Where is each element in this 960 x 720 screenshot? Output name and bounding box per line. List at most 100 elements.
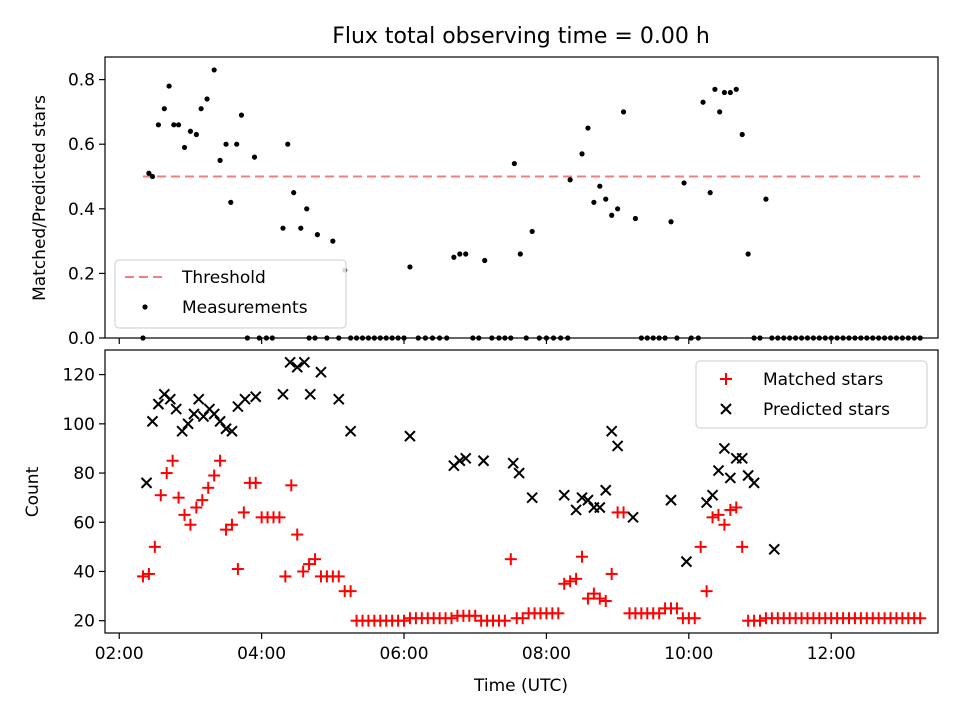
top-y-tick-label: 0.2 xyxy=(68,264,95,284)
matched-star-point xyxy=(570,572,583,585)
predicted-star-point xyxy=(526,491,538,504)
measurement-point xyxy=(668,219,674,225)
measurement-point xyxy=(175,122,182,128)
top-legend-measurements-swatch xyxy=(142,304,148,310)
x-tick-label: 06:00 xyxy=(380,644,429,664)
predicted-star-point xyxy=(712,464,725,477)
top-axes-frame xyxy=(104,56,939,339)
measurement-point xyxy=(330,238,336,244)
matched-star-point xyxy=(718,518,731,531)
top-y-tick-label: 0.0 xyxy=(68,329,95,349)
predicted-star-point xyxy=(576,491,588,504)
predicted-star-point xyxy=(152,398,165,410)
measurement-point xyxy=(739,131,745,138)
top-legend-measurements-label: Measurements xyxy=(182,298,308,318)
predicted-star-point xyxy=(404,430,416,442)
measurement-point xyxy=(211,67,217,73)
x-tick-label: 04:00 xyxy=(237,644,286,664)
predicted-star-point xyxy=(214,415,226,428)
measurement-point xyxy=(451,254,457,260)
predicted-stars-points xyxy=(140,356,780,568)
measurement-point xyxy=(193,131,199,138)
matched-star-point xyxy=(344,585,357,598)
predicted-star-point xyxy=(748,477,760,489)
measurement-point xyxy=(223,141,229,147)
measurement-point xyxy=(234,141,240,147)
bottom-panel: 20 40 60 80 100 120 02:00 04:00 06:00 08:00 10:00… xyxy=(23,349,939,696)
measurement-points xyxy=(140,67,923,341)
top-legend: Threshold Measurements xyxy=(114,259,347,329)
measurement-point xyxy=(149,173,156,180)
predicted-star-point xyxy=(736,452,748,464)
measurement-point xyxy=(198,106,204,112)
measurement-point xyxy=(597,183,603,189)
predicted-star-point xyxy=(611,440,624,452)
bottom-legend-matched-swatch xyxy=(720,373,732,385)
predicted-star-point xyxy=(718,442,731,455)
bottom-y-tick-label: 20 xyxy=(73,612,95,632)
predicted-star-point xyxy=(277,388,289,401)
matched-star-point xyxy=(332,570,345,583)
matched-star-point xyxy=(279,570,292,583)
predicted-star-point xyxy=(197,410,210,423)
predicted-star-point xyxy=(176,425,188,437)
predicted-star-point xyxy=(680,555,693,568)
bottom-x-ticks: 02:00 04:00 06:00 08:00 10:00 12:00 xyxy=(95,633,856,664)
measurement-point xyxy=(228,199,234,205)
matched-star-point xyxy=(273,511,286,524)
matched-star-point xyxy=(249,476,262,489)
matched-star-point xyxy=(398,614,411,627)
predicted-star-point xyxy=(344,425,357,437)
measurement-point xyxy=(187,128,194,134)
bottom-axes-frame xyxy=(104,349,939,634)
matched-star-point xyxy=(285,479,298,492)
measurement-point xyxy=(204,96,210,102)
matched-star-point xyxy=(593,592,606,605)
matched-star-point xyxy=(498,614,511,627)
top-y-ticks: 0.0 0.2 0.4 0.6 0.8 xyxy=(68,71,105,349)
matched-star-point xyxy=(202,481,215,494)
matched-star-point xyxy=(154,489,167,502)
measurement-point xyxy=(721,89,728,96)
predicted-star-point xyxy=(477,455,490,467)
matched-star-point xyxy=(504,553,517,566)
top-legend-threshold-label: Threshold xyxy=(181,268,266,288)
matched-star-point xyxy=(670,602,683,615)
bottom-y-tick-label: 120 xyxy=(63,366,95,386)
top-y-tick-label: 0.4 xyxy=(68,200,95,220)
measurement-point xyxy=(615,206,621,212)
measurement-point xyxy=(181,144,188,151)
measurement-point xyxy=(217,157,223,163)
predicted-star-point xyxy=(226,425,238,437)
measurement-point xyxy=(609,212,615,218)
predicted-star-point xyxy=(454,455,466,467)
top-legend-box xyxy=(114,259,347,329)
measurement-point xyxy=(733,86,739,92)
matched-star-point xyxy=(706,511,719,524)
predicted-star-point xyxy=(513,467,525,479)
measurement-point xyxy=(727,89,733,96)
measurement-point xyxy=(511,160,517,167)
matched-star-point xyxy=(724,503,737,516)
matched-star-point xyxy=(160,467,173,480)
measurement-point xyxy=(745,251,751,257)
measurement-point xyxy=(291,190,297,196)
measurement-point xyxy=(314,232,321,238)
matched-star-point xyxy=(178,508,191,521)
bottom-legend: Matched stars Predicted stars xyxy=(695,360,928,429)
measurement-point xyxy=(304,206,310,212)
matched-star-point xyxy=(700,585,713,598)
bottom-y-tick-label: 60 xyxy=(73,513,95,533)
measurement-point xyxy=(482,257,488,264)
predicted-star-point xyxy=(164,393,176,405)
matched-star-point xyxy=(237,506,250,519)
matched-stars-points xyxy=(136,454,927,627)
x-axis-label: Time (UTC) xyxy=(473,676,568,696)
x-tick-label: 12:00 xyxy=(807,644,856,664)
measurement-point xyxy=(407,264,413,270)
matched-star-point xyxy=(214,454,227,467)
matched-star-point xyxy=(136,570,149,583)
measurement-point xyxy=(603,196,609,202)
matched-star-point xyxy=(694,540,707,553)
matched-star-point xyxy=(172,491,185,504)
